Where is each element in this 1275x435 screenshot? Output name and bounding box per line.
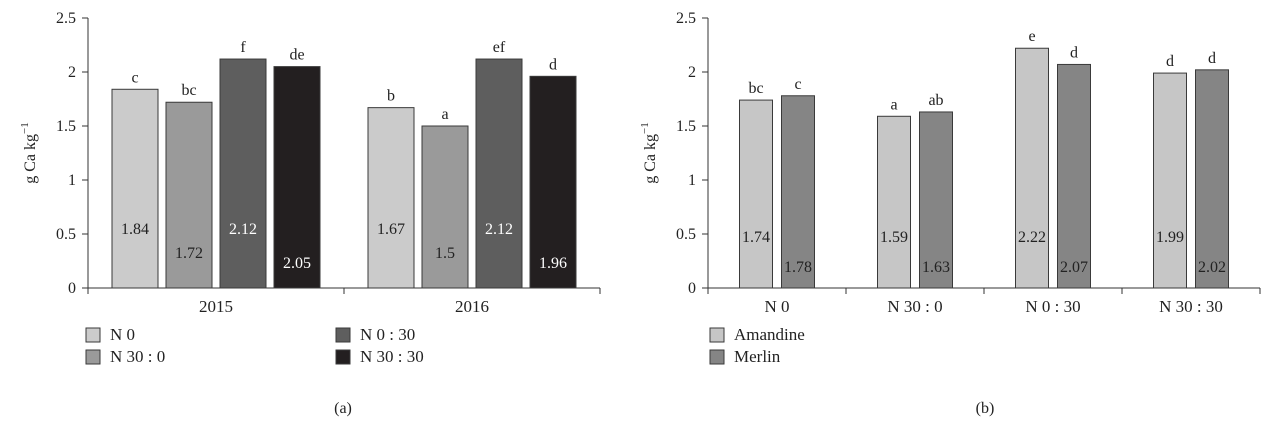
data-label: 2.12	[229, 221, 257, 238]
y-tick-label: 2.5	[676, 10, 696, 27]
significance-letter: c	[794, 76, 801, 93]
legend-label: N 30 : 0	[110, 347, 165, 366]
data-label: 1.67	[377, 221, 405, 238]
y-tick-label: 2	[688, 64, 696, 81]
data-label: 1.96	[539, 255, 567, 272]
panel-a: 0 0.5 1 1.5 2 2.5 g Ca kg−1 2015 c 1.84 bc 1.72 f 2.1…	[19, 10, 601, 417]
data-label: 1.72	[175, 245, 203, 262]
legend-label: N 30 : 30	[360, 347, 424, 366]
bar	[1195, 69, 1229, 289]
panel-b: 0 0.5 1 1.5 2 2.5 g Ca kg−1 N 0 bc 1.74 c 1.78 N 30 …	[639, 10, 1261, 417]
data-label: 2.05	[283, 255, 311, 272]
data-label: 1.59	[880, 229, 908, 246]
bar	[367, 107, 415, 289]
legend-swatch	[709, 349, 725, 365]
data-label: 1.78	[784, 259, 812, 276]
y-tick-label: 0.5	[676, 226, 696, 243]
significance-letter: d	[1166, 53, 1174, 70]
data-label: 2.07	[1060, 259, 1088, 276]
y-axis-label-superscript: −1	[19, 122, 31, 134]
y-tick-label: 0	[688, 280, 696, 297]
bar	[1153, 72, 1187, 289]
y-tick-label: 0.5	[56, 226, 76, 243]
y-axis-label: g Ca kg−1	[19, 122, 39, 184]
x-category-label: N 0 : 30	[1025, 297, 1080, 316]
bar	[1015, 47, 1049, 289]
x-category-label: N 0	[764, 297, 789, 316]
significance-letter: f	[240, 39, 246, 56]
legend-label: Merlin	[734, 347, 781, 366]
data-label: 2.12	[485, 221, 513, 238]
significance-letter: ef	[493, 39, 506, 56]
bar	[877, 115, 911, 289]
bar	[111, 88, 159, 289]
legend-swatch	[335, 349, 351, 365]
x-category-label: N 30 : 30	[1159, 297, 1223, 316]
legend-label: N 0	[110, 325, 135, 344]
y-axis-label: g Ca kg−1	[639, 122, 659, 184]
bar	[475, 58, 523, 289]
panel-label: (a)	[334, 400, 352, 417]
legend-swatch	[335, 327, 351, 343]
y-tick-label: 2	[68, 64, 76, 81]
y-axis-label-text: g Ca kg	[642, 134, 659, 184]
bar	[919, 111, 953, 289]
significance-letter: ab	[928, 92, 943, 109]
significance-letter: e	[1028, 28, 1035, 45]
data-label: 1.99	[1156, 229, 1184, 246]
data-label: 1.74	[742, 229, 770, 246]
significance-letter: bc	[748, 80, 763, 97]
bar	[165, 101, 213, 289]
y-axis-label-text: g Ca kg	[22, 134, 39, 184]
legend-swatch	[709, 327, 725, 343]
bar	[273, 66, 321, 289]
data-label: 1.63	[922, 259, 950, 276]
x-category-label: 2016	[455, 297, 489, 316]
bar	[529, 75, 577, 289]
significance-letter: bc	[181, 82, 196, 99]
data-label: 2.02	[1198, 259, 1226, 276]
bar	[781, 95, 815, 289]
bar	[739, 99, 773, 289]
y-tick-label: 2.5	[56, 10, 76, 27]
data-label: 1.84	[121, 221, 149, 238]
y-tick-label: 1.5	[56, 118, 76, 135]
significance-letter: d	[549, 56, 557, 73]
y-tick-label: 1.5	[676, 118, 696, 135]
significance-letter: d	[1070, 44, 1078, 61]
significance-letter: c	[131, 69, 138, 86]
significance-letter: b	[387, 88, 395, 105]
legend-label: N 0 : 30	[360, 325, 415, 344]
significance-letter: a	[441, 106, 448, 123]
x-category-label: 2015	[199, 297, 233, 316]
significance-letter: de	[289, 47, 304, 64]
x-category-label: N 30 : 0	[887, 297, 942, 316]
data-label: 2.22	[1018, 229, 1046, 246]
legend-swatch	[85, 349, 101, 365]
y-axis-label-superscript: −1	[639, 122, 651, 134]
significance-letter: d	[1208, 50, 1216, 67]
y-tick-label: 0	[68, 280, 76, 297]
legend-label: Amandine	[734, 325, 805, 344]
data-label: 1.5	[435, 245, 455, 262]
bar	[219, 58, 267, 289]
bar	[421, 125, 469, 289]
significance-letter: a	[890, 96, 897, 113]
y-tick-label: 1	[688, 172, 696, 189]
bar	[1057, 63, 1091, 289]
y-tick-label: 1	[68, 172, 76, 189]
panel-label: (b)	[976, 400, 995, 417]
legend-swatch	[85, 327, 101, 343]
